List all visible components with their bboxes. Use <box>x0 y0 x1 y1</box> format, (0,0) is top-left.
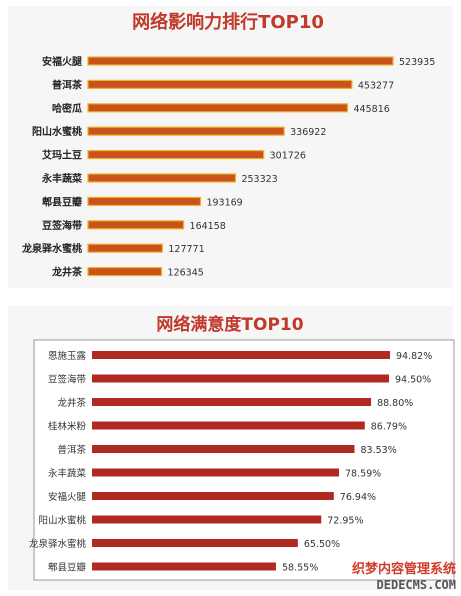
category-label: 恩施玉露 <box>48 350 87 362</box>
satisfaction-bar-chart: 恩施玉露 94.82% 豆签海带 94.50% 龙井茶 88.80% 桂林米粉 86.79% 普… <box>29 350 432 574</box>
bar <box>87 150 265 160</box>
bar <box>92 468 339 477</box>
bar <box>92 374 389 383</box>
chart-title-influence: 网络影响力排行TOP10 <box>132 11 324 33</box>
category-label: 普洱茶 <box>52 78 83 91</box>
value-label: 76.94% <box>340 492 376 503</box>
influence-bar-chart: 安福火腿 523935 普洱茶 453277 哈密瓜 445816 阳山水蜜桃 336922 艾… <box>21 55 435 279</box>
watermark-cn-text: 织梦内容管理系统 <box>352 561 456 577</box>
value-label: 58.55% <box>282 563 318 574</box>
value-label: 83.53% <box>361 445 397 456</box>
category-label: 龙井茶 <box>57 397 86 409</box>
bar <box>87 173 237 183</box>
category-label: 阳山水蜜桃 <box>32 125 82 138</box>
category-label: 阳山水蜜桃 <box>38 515 86 527</box>
bar <box>92 351 390 359</box>
bar <box>87 56 394 66</box>
value-label: 523935 <box>399 57 435 68</box>
category-label: 普洱茶 <box>57 444 86 456</box>
value-label: 72.95% <box>327 516 363 527</box>
category-label: 龙井茶 <box>51 266 83 279</box>
value-label: 193169 <box>206 197 242 208</box>
bar <box>92 492 334 500</box>
category-label: 郫县豆瓣 <box>48 562 87 574</box>
value-label: 94.82% <box>396 351 432 362</box>
bar <box>87 267 163 277</box>
bar <box>92 562 277 571</box>
bar <box>87 220 185 230</box>
value-label: 88.80% <box>377 398 413 409</box>
watermark: 织梦内容管理系统 DEDECMS.COM <box>352 561 456 592</box>
bar <box>92 445 355 453</box>
category-label: 永丰蔬菜 <box>41 172 83 185</box>
category-label: 豆签海带 <box>48 374 87 386</box>
value-label: 94.50% <box>395 375 431 386</box>
category-label: 安福火腿 <box>42 55 83 68</box>
bar <box>92 421 365 430</box>
category-label: 安福火腿 <box>48 491 87 503</box>
watermark-en-text: DEDECMS.COM <box>377 578 456 592</box>
bar <box>87 126 285 136</box>
bar <box>92 515 322 524</box>
chart-title-satisfaction: 网络满意度TOP10 <box>156 314 303 335</box>
value-label: 301726 <box>270 151 306 162</box>
category-label: 龙泉驿水蜜桃 <box>21 242 82 255</box>
category-label: 桂林米粉 <box>48 421 87 433</box>
value-label: 445816 <box>354 104 390 115</box>
category-label: 艾玛土豆 <box>42 149 82 162</box>
value-label: 126345 <box>168 268 204 279</box>
bar <box>87 79 353 90</box>
category-label: 豆签海带 <box>42 219 82 232</box>
value-label: 127771 <box>168 244 204 255</box>
bar <box>92 398 372 406</box>
panel-background-top <box>8 6 453 288</box>
category-label: 郫县豆瓣 <box>42 195 82 208</box>
value-label: 78.59% <box>345 469 381 480</box>
bar <box>87 243 163 253</box>
value-label: 65.50% <box>304 539 340 550</box>
bar <box>92 539 298 547</box>
bar <box>87 103 349 113</box>
category-label: 哈密瓜 <box>52 102 82 115</box>
value-label: 253323 <box>241 174 277 185</box>
category-label: 永丰蔬菜 <box>48 468 87 480</box>
value-label: 336922 <box>290 127 326 138</box>
bar <box>87 196 202 206</box>
value-label: 86.79% <box>371 422 407 433</box>
value-label: 453277 <box>358 80 394 91</box>
category-label: 龙泉驿水蜜桃 <box>29 538 87 550</box>
value-label: 164158 <box>190 221 226 232</box>
